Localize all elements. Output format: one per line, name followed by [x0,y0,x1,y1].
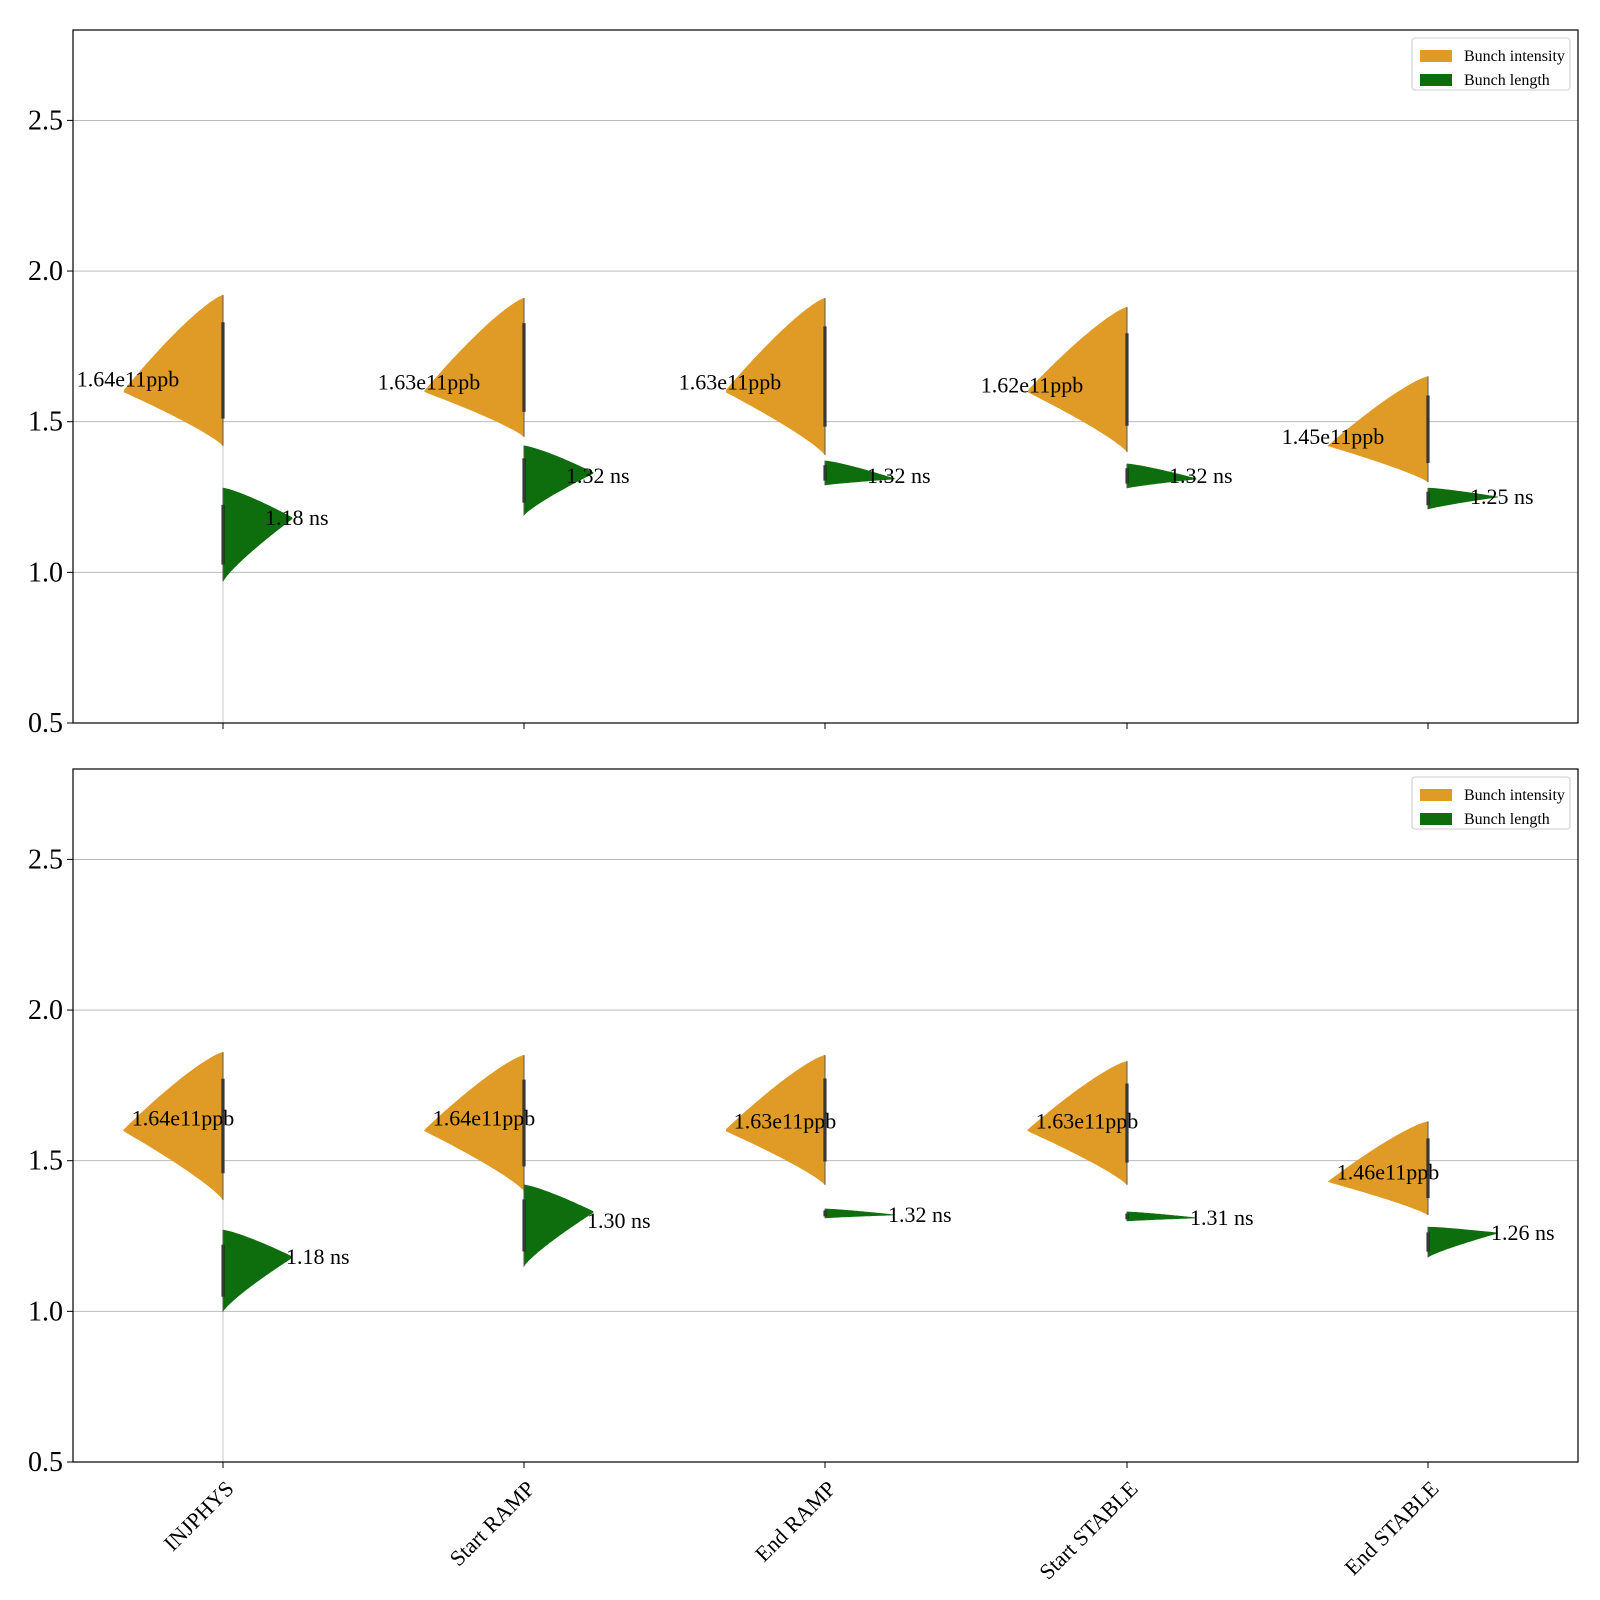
y-tick-label: 2.5 [28,844,63,875]
violin-bunch-length [824,1208,896,1219]
data-label: 1.64e11ppb [77,367,179,392]
y-tick-label: 2.0 [28,995,63,1026]
violin-bunch-intensity [1027,1060,1128,1186]
violin-bunch-intensity [423,297,525,438]
data-label: 1.63e11ppb [734,1109,836,1134]
data-label: 1.31 ns [1190,1205,1254,1230]
data-label: 1.45e11ppb [1282,424,1384,449]
violin-bunch-intensity [122,1051,224,1201]
y-tick-label: 0.5 [28,708,63,739]
chart-panel-1: 0.5 1.0 1.5 2.0 2.5 1.64e11ppb 1.63e11ppb 1.63e… [28,29,1579,739]
violin-bunch-intensity [725,297,826,456]
legend-label: Bunch length [1464,811,1550,828]
x-tick-label: Start STABLE [1034,1476,1142,1584]
y-tick-label: 1.5 [28,1146,63,1177]
data-label: 1.32 ns [566,463,630,488]
violin-bunch-length [222,1229,293,1313]
plot-area-frame [72,768,1579,1463]
data-label: 1.64e11ppb [132,1106,234,1131]
violin-bunch-length [222,487,293,582]
legend-label: Bunch intensity [1464,787,1565,804]
data-label: 1.46e11ppb [1337,1160,1439,1185]
data-label: 1.25 ns [1470,484,1534,509]
data-label: 1.63e11ppb [1036,1109,1138,1134]
data-label: 1.26 ns [1491,1220,1555,1245]
violin-bunch-length [523,1184,594,1268]
data-label: 1.62e11ppb [981,373,1083,398]
violin-bunch-length [1427,1226,1499,1258]
y-tick-label: 0.5 [28,1447,63,1478]
data-label: 1.18 ns [286,1244,350,1269]
violin-bunch-length [824,460,896,486]
violin-bunch-intensity [123,294,224,447]
data-label: 1.63e11ppb [679,370,781,395]
data-label: 1.63e11ppb [378,370,480,395]
y-tick-label: 1.0 [28,1296,63,1327]
legend-label: Bunch intensity [1464,48,1565,65]
legend-label: Bunch length [1464,72,1550,89]
violin-bunch-intensity [423,1054,525,1192]
y-tick-label: 2.5 [28,105,63,136]
x-tick-label: End RAMP [750,1476,841,1567]
data-label: 1.18 ns [265,505,329,530]
violin-bunch-intensity [725,1054,826,1186]
violin-bunch-length [523,445,594,516]
data-label: 1.64e11ppb [433,1106,535,1131]
x-tick-label: INJPHYS [159,1476,239,1556]
violin-bunch-intensity [1327,376,1429,483]
y-tick-label: 1.5 [28,407,63,438]
violin-bunch-intensity [1327,1121,1429,1216]
legend-swatch [1420,813,1452,825]
violin-bunch-length [1126,463,1197,489]
chart-panel-2: 0.5 1.0 1.5 2.0 2.5 INJPHYS Start RAMP End RAMP… [28,768,1579,1584]
violin-bunch-intensity [1027,306,1128,453]
violin-bunch-length [1126,1211,1197,1222]
data-label: 1.32 ns [888,1202,952,1227]
data-label: 1.30 ns [587,1208,651,1233]
y-tick-label: 2.0 [28,256,63,287]
violin-bunch-length [1427,487,1499,510]
legend-swatch [1420,789,1452,801]
legend-swatch [1420,74,1452,86]
x-tick-label: End STABLE [1339,1476,1443,1580]
x-tick-label: Start RAMP [444,1476,539,1571]
plot-area-frame [72,29,1579,724]
data-label: 1.32 ns [1169,463,1233,488]
y-tick-label: 1.0 [28,557,63,588]
data-label: 1.32 ns [867,463,931,488]
legend-swatch [1420,50,1452,62]
